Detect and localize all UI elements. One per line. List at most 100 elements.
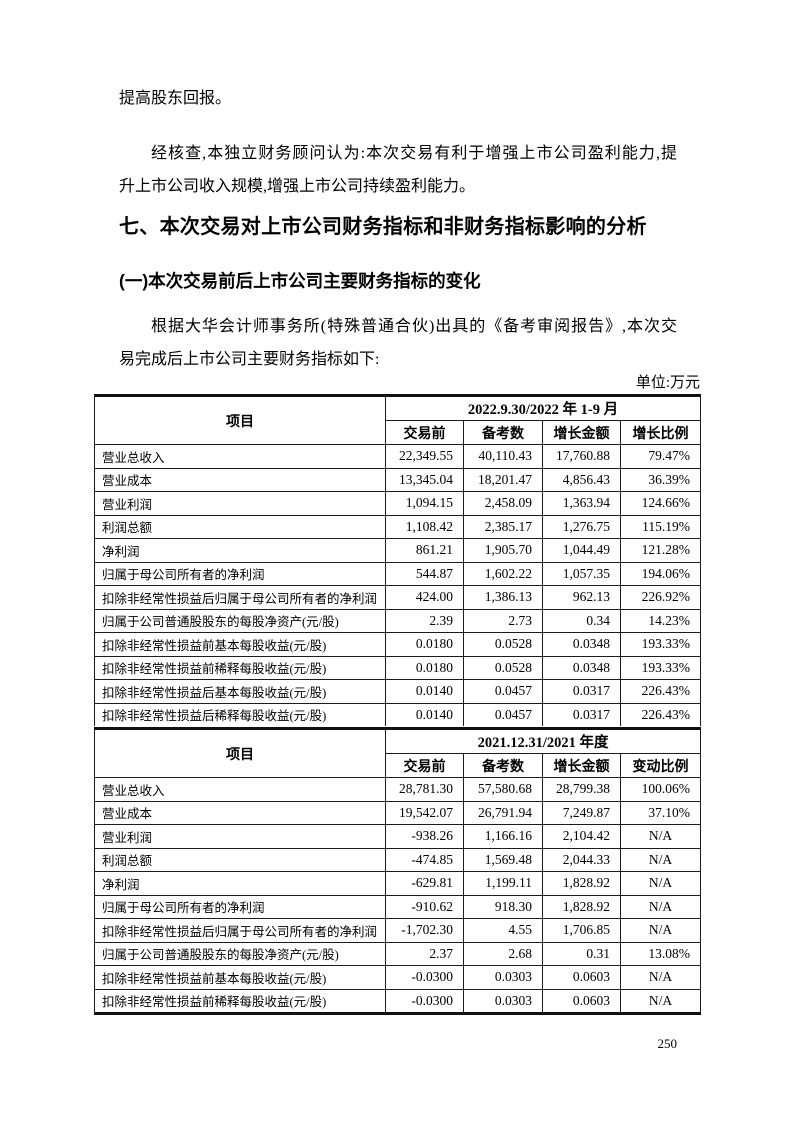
cell-value: 2,104.42 xyxy=(542,824,621,849)
cell-value: 115.19% xyxy=(619,514,702,539)
cell-value: N/A xyxy=(619,918,702,943)
cell-value: 124.66% xyxy=(619,491,702,516)
cell-value: 0.31 xyxy=(542,941,621,966)
table-row: 归属于公司普通股股东的每股净资产(元/股) 2.39 2.73 0.34 14.23% xyxy=(94,608,702,633)
financial-table-2022-period: 项目 2022.9.30/2022 年 1-9 月 交易前 备考数 增长金额 增… xyxy=(94,394,702,726)
row-label: 扣除非经常性损益后稀释每股收益(元/股) xyxy=(94,702,386,726)
cell-value: 2,458.09 xyxy=(463,491,543,516)
cell-value: 226.92% xyxy=(619,585,702,610)
row-label: 扣除非经常性损益前稀释每股收益(元/股) xyxy=(94,988,386,1014)
cell-value: 26,791.94 xyxy=(463,800,543,825)
cell-value: 1,569.48 xyxy=(463,847,543,872)
cell-value: N/A xyxy=(619,988,702,1014)
cell-value: 1,166.16 xyxy=(463,824,543,849)
table-row: 扣除非经常性损益后归属于母公司所有者的净利润 424.00 1,386.13 962.… xyxy=(94,585,702,610)
paragraph-line: 根据大华会计师事务所(特殊普通合伙)出具的《备考审阅报告》,本次交 xyxy=(151,318,677,335)
cell-value: 40,110.43 xyxy=(463,444,543,469)
paragraph-line: 提高股东回报。 xyxy=(119,90,232,107)
cell-value: 918.30 xyxy=(463,894,543,919)
cell-value: 424.00 xyxy=(385,585,464,610)
row-label: 扣除非经常性损益前基本每股收益(元/股) xyxy=(94,632,386,657)
cell-value: 36.39% xyxy=(619,467,702,492)
cell-value: -629.81 xyxy=(385,871,464,896)
cell-value: 1,363.94 xyxy=(542,491,621,516)
financial-table-2021-period: 项目 2021.12.31/2021 年度 交易前 备考数 增长金额 变动比例 … xyxy=(94,727,702,1015)
row-label: 营业总收入 xyxy=(94,777,386,802)
cell-value: 0.34 xyxy=(542,608,621,633)
table-row: 归属于母公司所有者的净利润 544.87 1,602.22 1,057.35 194.0… xyxy=(94,561,702,586)
period-header: 2022.9.30/2022 年 1-9 月 xyxy=(384,395,702,421)
cell-value: 13,345.04 xyxy=(385,467,464,492)
row-label: 扣除非经常性损益前稀释每股收益(元/股) xyxy=(94,655,386,680)
row-label: 营业成本 xyxy=(94,467,386,492)
cell-value: N/A xyxy=(619,847,702,872)
cell-value: -0.0300 xyxy=(385,965,464,990)
cell-value: 861.21 xyxy=(385,538,464,563)
cell-value: 14.23% xyxy=(619,608,702,633)
cell-value: -0.0300 xyxy=(385,988,464,1014)
column-header-pre-deal: 交易前 xyxy=(385,753,464,778)
cell-value: 22,349.55 xyxy=(385,444,464,469)
cell-value: N/A xyxy=(619,894,702,919)
cell-value: 1,044.49 xyxy=(542,538,621,563)
row-label: 扣除非经常性损益后归属于母公司所有者的净利润 xyxy=(94,918,386,943)
cell-value: 1,706.85 xyxy=(542,918,621,943)
cell-value: 0.0180 xyxy=(385,632,464,657)
cell-value: 0.0603 xyxy=(542,965,621,990)
cell-value: 226.43% xyxy=(619,679,702,704)
cell-value: 0.0528 xyxy=(463,632,543,657)
row-label: 净利润 xyxy=(94,871,386,896)
paragraph-line: 升上市公司收入规模,增强上市公司持续盈利能力。 xyxy=(119,178,476,195)
column-header-growth-amount: 增长金额 xyxy=(542,420,621,445)
table-row: 利润总额 1,108.42 2,385.17 1,276.75 115.19% xyxy=(94,514,702,539)
cell-value: 0.0140 xyxy=(385,702,464,726)
table-row: 营业成本 19,542.07 26,791.94 7,249.87 37.10% xyxy=(94,800,702,825)
table-subheader-row: 交易前 备考数 增长金额 变动比例 xyxy=(95,753,702,778)
table-row: 扣除非经常性损益后稀释每股收益(元/股) 0.0140 0.0457 0.0317 22… xyxy=(94,702,702,726)
cell-value: 2,385.17 xyxy=(463,514,543,539)
cell-value: 0.0317 xyxy=(542,702,621,726)
column-header-pro-forma: 备考数 xyxy=(463,753,543,778)
table-row: 扣除非经常性损益后基本每股收益(元/股) 0.0140 0.0457 0.0317 22… xyxy=(94,679,702,704)
table-row: 扣除非经常性损益后归属于母公司所有者的净利润 -1,702.30 4.55 1,706… xyxy=(94,918,702,943)
cell-value: -1,702.30 xyxy=(385,918,464,943)
paragraph-basis: 根据大华会计师事务所(特殊普通合伙)出具的《备考审阅报告》,本次交 易完成后上市… xyxy=(119,310,677,376)
column-header-growth-amount: 增长金额 xyxy=(542,753,621,778)
column-header-pre-deal: 交易前 xyxy=(385,420,464,445)
row-label: 营业成本 xyxy=(94,800,386,825)
cell-value: 1,276.75 xyxy=(542,514,621,539)
cell-value: 2.68 xyxy=(463,941,543,966)
cell-value: 13.08% xyxy=(619,941,702,966)
cell-value: 1,905.70 xyxy=(463,538,543,563)
cell-value: 1,602.22 xyxy=(463,561,543,586)
cell-value: 193.33% xyxy=(619,632,702,657)
cell-value: 194.06% xyxy=(619,561,702,586)
cell-value: 79.47% xyxy=(619,444,702,469)
cell-value: N/A xyxy=(619,824,702,849)
table-row: 扣除非经常性损益前稀释每股收益(元/股) 0.0180 0.0528 0.0348 19… xyxy=(94,655,702,680)
table-row: 归属于母公司所有者的净利润 -910.62 918.30 1,828.92 N/A xyxy=(94,894,702,919)
column-header-change-ratio: 变动比例 xyxy=(619,753,702,778)
table-row: 营业总收入 22,349.55 40,110.43 17,760.88 79.47% xyxy=(94,444,702,469)
table-subheader-row: 交易前 备考数 增长金额 增长比例 xyxy=(95,420,702,445)
cell-value: N/A xyxy=(619,965,702,990)
cell-value: 37.10% xyxy=(619,800,702,825)
cell-value: -938.26 xyxy=(385,824,464,849)
paragraph-line: 经核查,本独立财务顾问认为:本次交易有利于增强上市公司盈利能力,提 xyxy=(151,145,677,162)
column-header-growth-ratio: 增长比例 xyxy=(619,420,702,445)
cell-value: 0.0528 xyxy=(463,655,543,680)
cell-value: 0.0140 xyxy=(385,679,464,704)
table-row: 净利润 861.21 1,905.70 1,044.49 121.28% xyxy=(94,538,702,563)
cell-value: 0.0348 xyxy=(542,632,621,657)
cell-value: -910.62 xyxy=(385,894,464,919)
cell-value: N/A xyxy=(619,871,702,896)
table-row: 营业总收入 28,781.30 57,580.68 28,799.38 100.06% xyxy=(94,777,702,802)
cell-value: 2,044.33 xyxy=(542,847,621,872)
cell-value: 0.0303 xyxy=(463,965,543,990)
row-label: 营业利润 xyxy=(94,491,386,516)
table-row: 扣除非经常性损益前基本每股收益(元/股) -0.0300 0.0303 0.0603 N… xyxy=(94,965,702,990)
cell-value: 121.28% xyxy=(619,538,702,563)
cell-value: 0.0348 xyxy=(542,655,621,680)
table-row: 营业利润 1,094.15 2,458.09 1,363.94 124.66% xyxy=(94,491,702,516)
row-label: 利润总额 xyxy=(94,847,386,872)
